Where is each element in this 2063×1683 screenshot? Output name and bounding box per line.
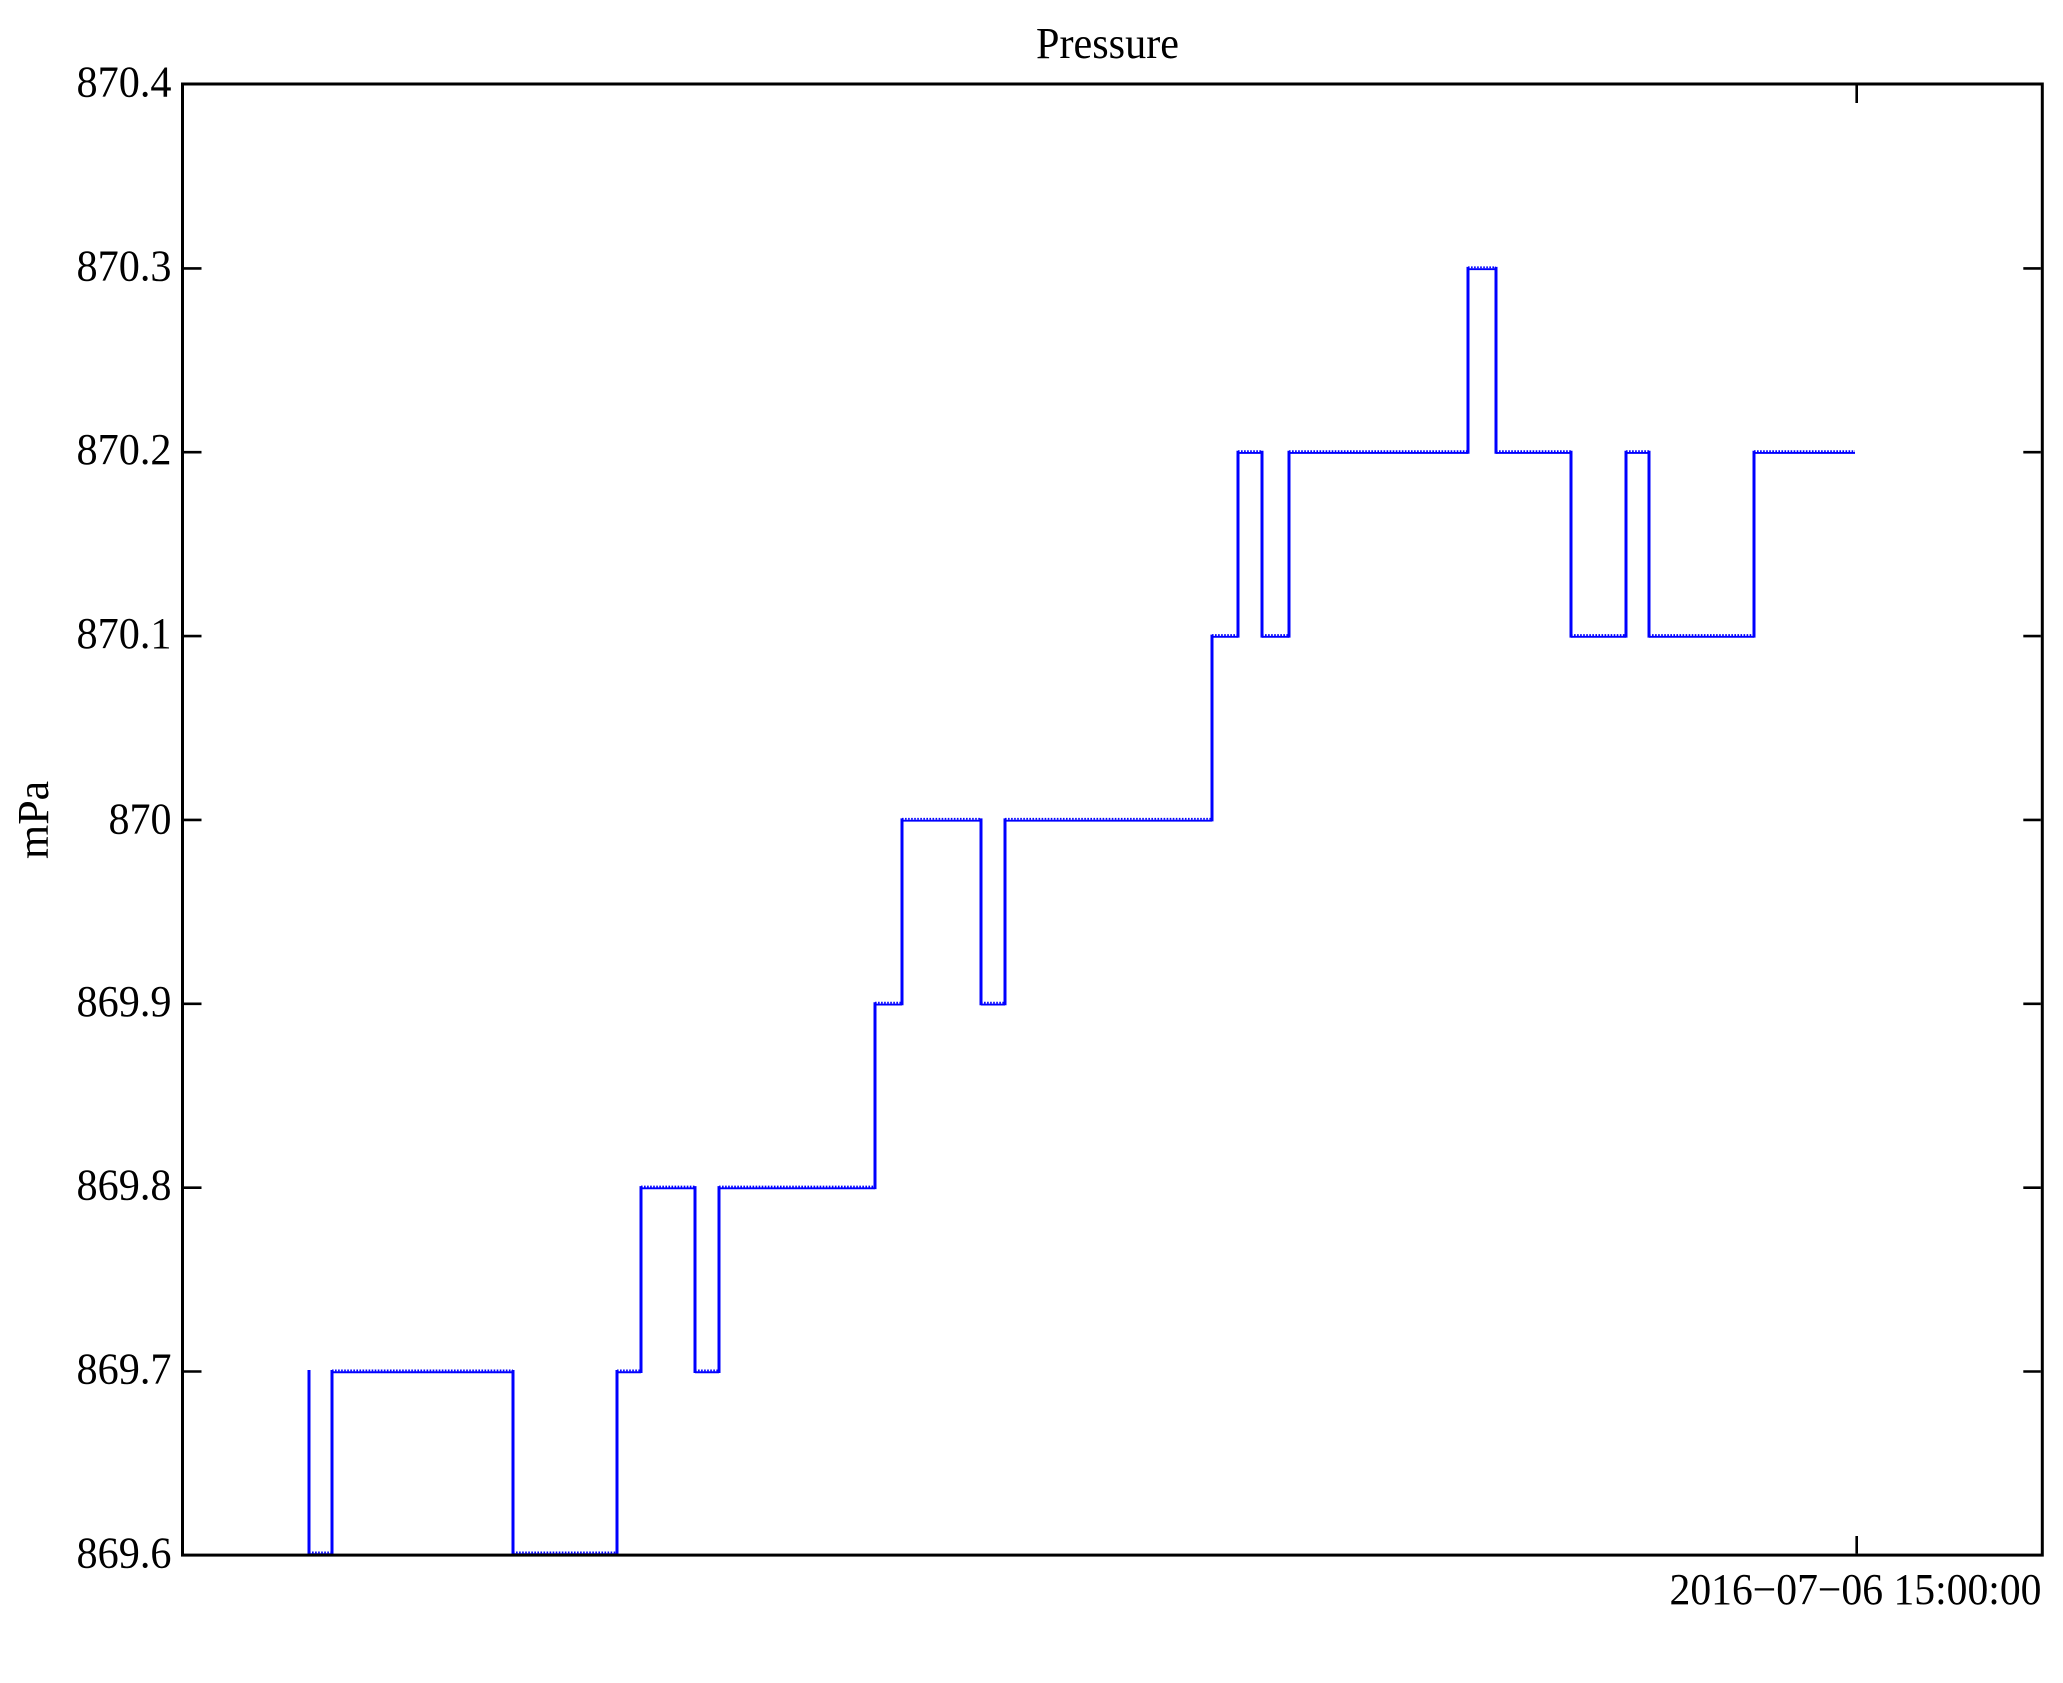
- svg-text:870.2: 870.2: [77, 425, 172, 474]
- svg-text:869.7: 869.7: [77, 1345, 172, 1394]
- svg-text:2016−07−06 15:00:00: 2016−07−06 15:00:00: [1670, 1565, 2042, 1614]
- svg-text:870.4: 870.4: [77, 58, 172, 107]
- svg-text:870: 870: [109, 795, 172, 844]
- svg-text:Pressure: Pressure: [1036, 19, 1179, 68]
- svg-text:870.3: 870.3: [77, 241, 172, 290]
- svg-text:870.1: 870.1: [77, 609, 172, 658]
- svg-text:869.8: 869.8: [77, 1161, 172, 1210]
- svg-text:mPa: mPa: [9, 781, 58, 859]
- svg-text:869.6: 869.6: [77, 1528, 172, 1577]
- svg-text:869.9: 869.9: [77, 977, 172, 1026]
